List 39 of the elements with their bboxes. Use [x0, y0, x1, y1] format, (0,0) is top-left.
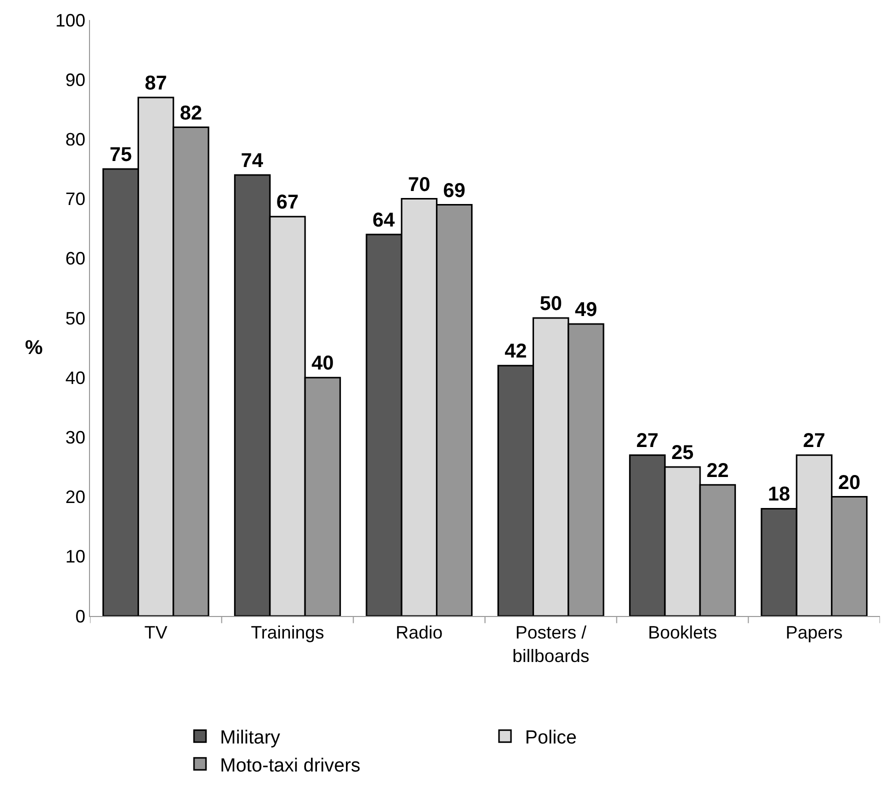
data-label: 22	[706, 460, 729, 482]
data-label: 27	[636, 430, 659, 452]
data-label: 49	[574, 298, 598, 321]
y-tick-label: 80	[65, 130, 86, 150]
x-tick-label: Booklets	[648, 622, 718, 643]
data-label: 82	[180, 102, 202, 124]
data-label: 42	[504, 340, 527, 363]
y-tick-label: 20	[65, 487, 86, 508]
x-tick-label: Papers	[786, 622, 843, 643]
y-tick-label: 90	[65, 70, 86, 90]
y-tick-label: 70	[65, 189, 86, 210]
data-label: 70	[408, 174, 430, 196]
data-label: 74	[240, 150, 264, 172]
data-label: 25	[671, 442, 694, 464]
data-label: 40	[311, 352, 334, 375]
y-tick-label: 40	[65, 368, 86, 388]
y-tick-label: 10	[65, 546, 86, 567]
x-tick-label: TV	[144, 622, 168, 643]
data-label: 50	[540, 293, 562, 315]
legend-label: Moto-taxi drivers	[220, 755, 360, 776]
x-tick-label: Radio	[396, 622, 443, 643]
legend-label: Military	[220, 728, 281, 749]
data-label: 64	[372, 210, 396, 232]
data-label: 87	[144, 72, 167, 94]
y-tick-label: 50	[65, 308, 86, 328]
x-tick-label: Trainings	[250, 622, 324, 643]
data-label: 27	[803, 430, 826, 452]
y-axis-title: %	[25, 337, 43, 359]
data-label: 18	[768, 484, 790, 506]
y-tick-label: 30	[65, 428, 86, 448]
data-label: 69	[443, 180, 466, 202]
data-label: 67	[276, 192, 299, 214]
data-label: 20	[838, 472, 860, 494]
legend-label: Police	[525, 728, 577, 749]
y-tick-label: 0	[75, 606, 86, 626]
data-label: 75	[110, 144, 132, 166]
y-tick-label: 100	[55, 10, 86, 30]
x-tick-label: Posters / billboards	[512, 622, 590, 666]
y-tick-label: 60	[65, 248, 86, 269]
